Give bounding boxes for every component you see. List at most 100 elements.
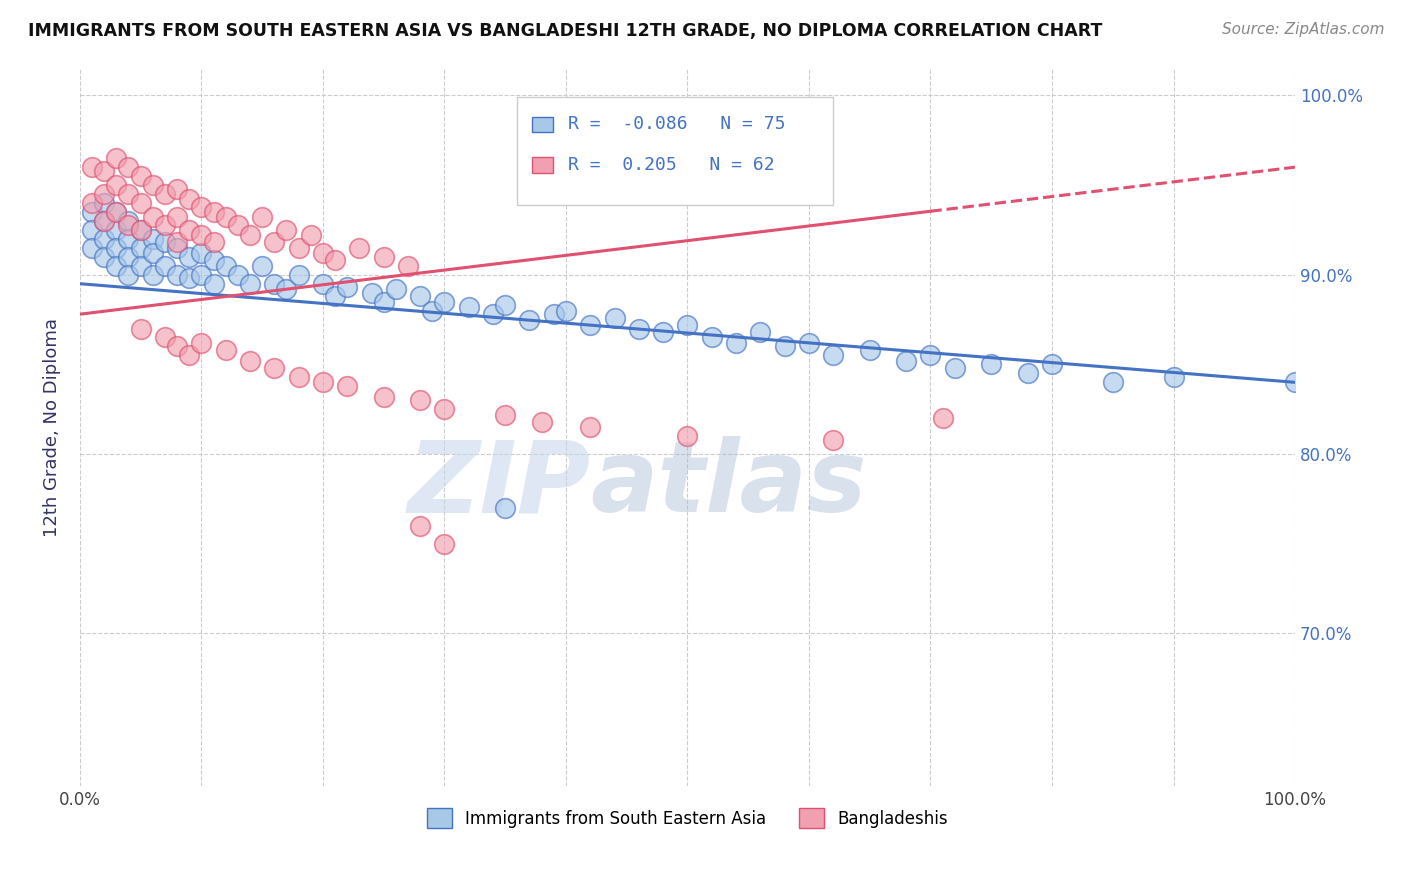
Point	[93, 163, 115, 178]
Point	[276, 282, 298, 296]
Point	[215, 259, 238, 273]
Point	[153, 330, 176, 344]
Point	[980, 358, 1002, 372]
Point	[433, 294, 456, 309]
Point	[482, 307, 505, 321]
Point	[250, 211, 273, 225]
Point	[105, 178, 128, 192]
Point	[823, 348, 845, 362]
FancyBboxPatch shape	[531, 158, 554, 173]
Text: ZIP: ZIP	[408, 436, 591, 533]
Point	[931, 411, 953, 425]
FancyBboxPatch shape	[531, 117, 554, 132]
Point	[129, 321, 152, 335]
Point	[166, 268, 188, 282]
Point	[530, 415, 553, 429]
Point	[323, 289, 346, 303]
Point	[202, 205, 225, 219]
Point	[543, 307, 565, 321]
Point	[190, 200, 212, 214]
Point	[373, 250, 395, 264]
Point	[312, 246, 335, 260]
Point	[349, 241, 371, 255]
Point	[105, 241, 128, 255]
Point	[276, 223, 298, 237]
Point	[263, 361, 285, 376]
Point	[93, 250, 115, 264]
Point	[215, 211, 238, 225]
Point	[360, 285, 382, 300]
Point	[129, 259, 152, 273]
Point	[117, 187, 139, 202]
Point	[1040, 358, 1063, 372]
Point	[287, 241, 309, 255]
Point	[457, 300, 479, 314]
Text: IMMIGRANTS FROM SOUTH EASTERN ASIA VS BANGLADESHI 12TH GRADE, NO DIPLOMA CORRELA: IMMIGRANTS FROM SOUTH EASTERN ASIA VS BA…	[28, 22, 1102, 40]
Point	[179, 223, 201, 237]
Point	[179, 250, 201, 264]
Point	[1163, 370, 1185, 384]
Point	[555, 303, 578, 318]
Point	[603, 310, 626, 325]
Point	[105, 205, 128, 219]
Point	[797, 335, 820, 350]
Point	[80, 160, 103, 174]
Point	[579, 318, 602, 332]
Point	[494, 408, 516, 422]
Point	[494, 298, 516, 312]
Point	[105, 259, 128, 273]
Point	[263, 235, 285, 250]
Point	[396, 259, 419, 273]
Point	[142, 178, 165, 192]
Point	[494, 500, 516, 515]
Point	[93, 232, 115, 246]
Y-axis label: 12th Grade, No Diploma: 12th Grade, No Diploma	[44, 318, 60, 537]
Point	[129, 223, 152, 237]
Point	[896, 353, 918, 368]
Point	[519, 312, 541, 326]
Text: atlas: atlas	[591, 436, 866, 533]
Point	[142, 211, 165, 225]
Point	[323, 253, 346, 268]
Point	[226, 218, 249, 232]
Point	[409, 393, 432, 408]
Point	[129, 223, 152, 237]
Point	[239, 228, 262, 243]
Point	[80, 205, 103, 219]
Point	[312, 277, 335, 291]
Point	[142, 246, 165, 260]
Point	[93, 214, 115, 228]
Point	[190, 228, 212, 243]
Point	[239, 277, 262, 291]
Point	[250, 259, 273, 273]
Point	[859, 343, 882, 357]
Point	[263, 277, 285, 291]
Point	[117, 214, 139, 228]
Point	[142, 268, 165, 282]
Point	[226, 268, 249, 282]
Point	[153, 259, 176, 273]
Point	[385, 282, 408, 296]
Point	[287, 370, 309, 384]
Point	[153, 187, 176, 202]
Point	[105, 205, 128, 219]
Point	[179, 193, 201, 207]
Point	[105, 151, 128, 165]
Point	[179, 271, 201, 285]
Point	[1101, 376, 1123, 390]
Text: Source: ZipAtlas.com: Source: ZipAtlas.com	[1222, 22, 1385, 37]
Point	[166, 182, 188, 196]
Point	[153, 218, 176, 232]
Point	[725, 335, 748, 350]
Point	[1284, 376, 1306, 390]
Point	[676, 429, 699, 443]
Point	[117, 232, 139, 246]
Point	[202, 235, 225, 250]
Point	[373, 390, 395, 404]
Legend: Immigrants from South Eastern Asia, Bangladeshis: Immigrants from South Eastern Asia, Bang…	[420, 801, 955, 835]
Point	[105, 223, 128, 237]
Point	[129, 169, 152, 183]
Point	[80, 223, 103, 237]
FancyBboxPatch shape	[517, 97, 834, 205]
Point	[190, 246, 212, 260]
